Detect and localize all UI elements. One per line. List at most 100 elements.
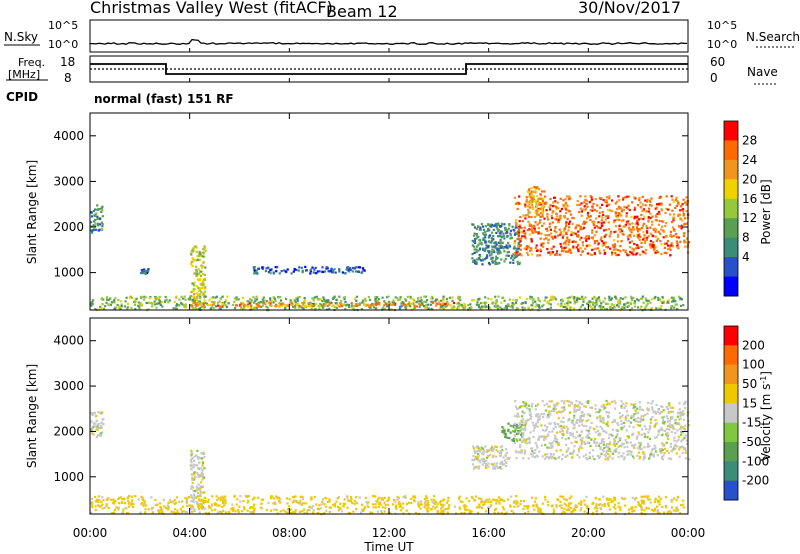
vel-pixel xyxy=(175,501,178,504)
log-top-left: 10^5 xyxy=(48,19,78,32)
power-pixel xyxy=(242,305,246,308)
power-pixel xyxy=(503,223,506,226)
vel-pixel xyxy=(614,450,617,453)
power-pixel xyxy=(644,239,647,242)
vel-pixel xyxy=(553,404,557,407)
vel-pixel xyxy=(601,438,604,441)
power-pixel xyxy=(383,304,386,307)
vel-pixel xyxy=(487,462,490,465)
vel-pixel xyxy=(580,446,583,449)
power-pixel xyxy=(280,304,283,307)
power-pixel xyxy=(133,303,137,306)
power-pixel xyxy=(605,233,608,236)
power-pixel xyxy=(541,213,544,216)
power-pixel xyxy=(577,250,580,253)
vel-pixel xyxy=(458,506,461,509)
power-pixel xyxy=(672,216,675,219)
vel-pixel xyxy=(488,498,491,501)
colorbar-swatch xyxy=(724,403,738,424)
vel-pixel xyxy=(158,510,161,513)
vel-pixel xyxy=(570,441,573,445)
power-pixel xyxy=(195,274,198,278)
power-pixel xyxy=(377,300,380,303)
power-pixel xyxy=(347,266,350,269)
vel-pixel xyxy=(193,493,196,496)
vel-pixel xyxy=(521,434,524,437)
vel-pixel xyxy=(318,504,321,507)
vel-pixel xyxy=(569,502,572,505)
vel-pixel xyxy=(387,503,390,506)
vel-pixel xyxy=(328,500,331,503)
vel-pixel xyxy=(197,483,200,486)
vel-pixel xyxy=(380,511,383,514)
power-pixel xyxy=(580,236,583,239)
power-pixel xyxy=(276,266,279,269)
power-pixel xyxy=(497,223,500,226)
vel-pixel xyxy=(555,449,558,452)
vel-pixel xyxy=(442,512,445,515)
power-pixel xyxy=(507,250,511,254)
power-pixel xyxy=(247,300,250,303)
power-pixel xyxy=(224,301,227,304)
power-pixel xyxy=(198,279,201,282)
power-pixel xyxy=(580,227,583,230)
power-pixel xyxy=(367,296,370,299)
power-pixel xyxy=(101,303,104,306)
power-pixel xyxy=(309,305,312,308)
vel-pixel xyxy=(224,500,227,504)
power-pixel xyxy=(632,228,635,231)
vel-pixel xyxy=(664,505,667,508)
power-pixel xyxy=(274,303,278,306)
power-pixel xyxy=(581,244,584,247)
power-pixel xyxy=(541,199,544,203)
power-pixel xyxy=(572,247,575,250)
vel-pixel xyxy=(494,466,497,470)
vel-pixel xyxy=(614,503,617,506)
power-pixel xyxy=(330,301,333,304)
vel-pixel xyxy=(194,490,197,493)
vel-pixel xyxy=(539,507,542,510)
power-pixel xyxy=(444,305,447,308)
power-pixel xyxy=(519,244,522,248)
vel-pixel xyxy=(577,502,580,505)
power-pixel xyxy=(198,272,201,275)
vel-pixel xyxy=(176,509,179,512)
power-pixel xyxy=(520,254,523,257)
power-pixel xyxy=(614,225,617,228)
vel-pixel xyxy=(104,506,107,509)
power-pixel xyxy=(556,201,559,204)
vel-pixel xyxy=(372,503,375,506)
power-pixel xyxy=(668,246,671,249)
vel-pixel xyxy=(473,450,476,453)
power-pixel xyxy=(532,207,535,210)
power-pixel xyxy=(657,298,660,301)
power-pixel xyxy=(191,265,194,268)
vel-pixel xyxy=(253,508,256,511)
vel-pixel xyxy=(616,422,619,425)
vel-pixel xyxy=(594,497,598,500)
vel-pixel xyxy=(624,405,627,408)
power-pixel xyxy=(333,295,336,298)
power-pixel xyxy=(587,235,591,238)
power-pixel xyxy=(529,249,532,252)
vel-pixel xyxy=(554,457,557,460)
vel-pixel xyxy=(478,503,481,506)
vel-pixel xyxy=(538,415,541,418)
vel-pixel xyxy=(607,443,610,446)
vel-pixel xyxy=(289,508,293,511)
vel-region-3 xyxy=(471,445,511,470)
vel-pixel xyxy=(126,512,129,515)
colorbar-tick-label: 50 xyxy=(742,377,757,391)
power-pixel xyxy=(602,300,605,303)
power-pixel xyxy=(450,306,453,309)
power-pixel xyxy=(500,236,503,239)
vel-pixel xyxy=(550,446,553,449)
power-pixel xyxy=(526,229,529,232)
power-pixel xyxy=(277,305,280,308)
vel-pixel xyxy=(679,414,682,417)
power-pixel xyxy=(615,254,618,257)
power-pixel xyxy=(298,296,301,299)
vel-pixel xyxy=(592,511,595,514)
vel-pixel xyxy=(478,465,481,468)
vel-pixel xyxy=(560,420,563,423)
